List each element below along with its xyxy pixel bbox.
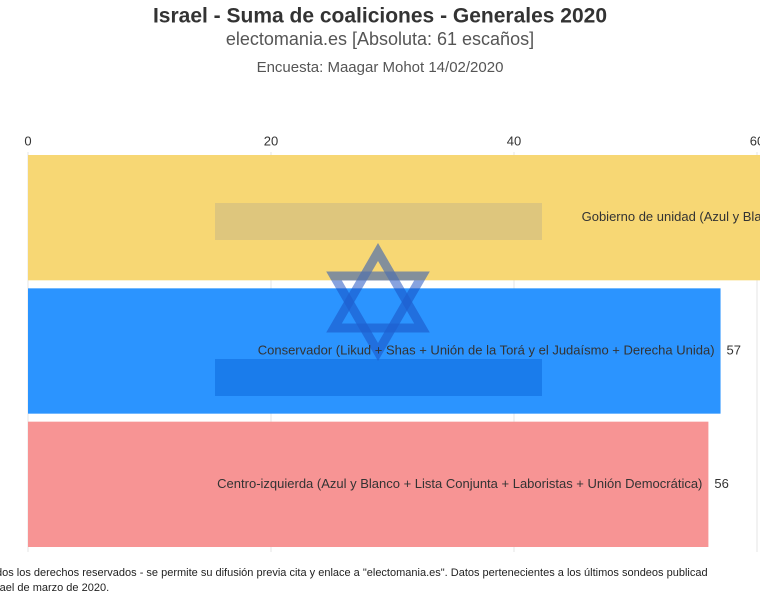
- bar: [28, 421, 709, 547]
- footer: rael de marzo de 2020.: [0, 582, 109, 594]
- x-tick-label: 20: [264, 133, 278, 148]
- category-label: Centro-izquierda (Azul y Blanco + Lista …: [217, 476, 702, 491]
- watermark-star: [326, 271, 430, 361]
- x-tick-label: 0: [24, 133, 31, 148]
- footer: dos los derechos reservados - se permite…: [0, 567, 708, 579]
- value-label: 57: [727, 342, 741, 357]
- watermark: [215, 203, 542, 396]
- bar: [28, 155, 760, 281]
- category-label: Gobierno de unidad (Azul y Blanc: [582, 209, 760, 224]
- x-tick-label: 40: [507, 133, 521, 148]
- watermark-star: [326, 243, 430, 333]
- watermark-stripe: [215, 359, 542, 396]
- value-label: 56: [714, 476, 728, 491]
- chart-title: Israel - Suma de coaliciones - Generales…: [153, 5, 607, 28]
- poll-label: Encuesta: Maagar Mohot 14/02/2020: [257, 59, 504, 76]
- x-tick-label: 60: [750, 133, 760, 148]
- labels: 0204060Gobierno de unidad (Azul y Blanc6…: [24, 133, 760, 490]
- chart-subtitle: electomania.es [Absoluta: 61 escaños]: [226, 29, 534, 49]
- watermark-stripe: [215, 203, 542, 240]
- category-label: Conservador (Likud + Shas + Unión de la …: [258, 342, 715, 357]
